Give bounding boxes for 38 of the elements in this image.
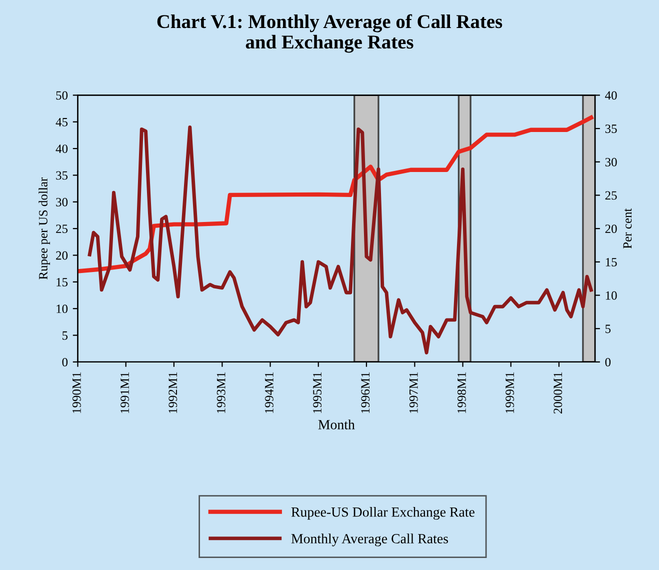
line-series: [88, 125, 593, 354]
y-tick-label: 15: [56, 278, 68, 286]
x-tick-label: 1995M1: [313, 372, 322, 413]
y-axis-title: Rupee per US dollar: [38, 177, 50, 280]
y2-tick-label: 25: [605, 191, 617, 200]
y2-tick-label: 35: [605, 124, 617, 133]
x-tick-label: 1996M1: [361, 372, 370, 413]
y-tick-label: 20: [56, 251, 68, 260]
y-tick-label: 50: [56, 91, 68, 100]
y-tick-label: 35: [56, 171, 68, 180]
x-tick-label: 1991M1: [120, 372, 129, 413]
x-tick-label: 1990M1: [72, 372, 81, 413]
y2-axis-title: Per cent: [623, 208, 632, 249]
chart-title: Chart V.1: Monthly Average of Call Rates and Exchange Rates: [157, 14, 502, 53]
y-tick-label: 0: [62, 358, 68, 366]
y2-tick-label: 0: [605, 358, 611, 366]
y2-tick-label: 10: [606, 291, 617, 300]
y2-tick-label: 20: [605, 224, 617, 234]
x-tick-label: 1999M1: [506, 372, 514, 413]
y-tick-label: 5: [62, 331, 68, 340]
y2-tick-label: 30: [605, 158, 617, 166]
x-tick-label: 1993M1: [216, 372, 226, 413]
x-tick-label: 1992M1: [168, 372, 178, 413]
legend-label: Monthly Average Call Rates: [291, 534, 448, 546]
y2-tick-label: 5: [606, 324, 611, 334]
x-tick-label: 2000M1: [554, 372, 562, 414]
x-axis-title: Month: [318, 420, 355, 430]
x-tick-label: 1997M1: [409, 372, 418, 413]
y-tick-label: 25: [56, 224, 68, 234]
y-tick-label: 30: [56, 198, 68, 206]
y2-tick-label: 15: [606, 258, 617, 266]
y-tick-label: 10: [56, 304, 68, 314]
y2-tick-label: 40: [605, 91, 617, 100]
x-tick-label: 1994M1: [265, 372, 274, 413]
legend-label: Rupee-US Dollar Exchange Rate: [291, 507, 474, 520]
y-tick-label: 45: [56, 118, 68, 126]
y-tick-label: 40: [56, 144, 68, 153]
x-tick-label: 1998M1: [457, 372, 466, 413]
